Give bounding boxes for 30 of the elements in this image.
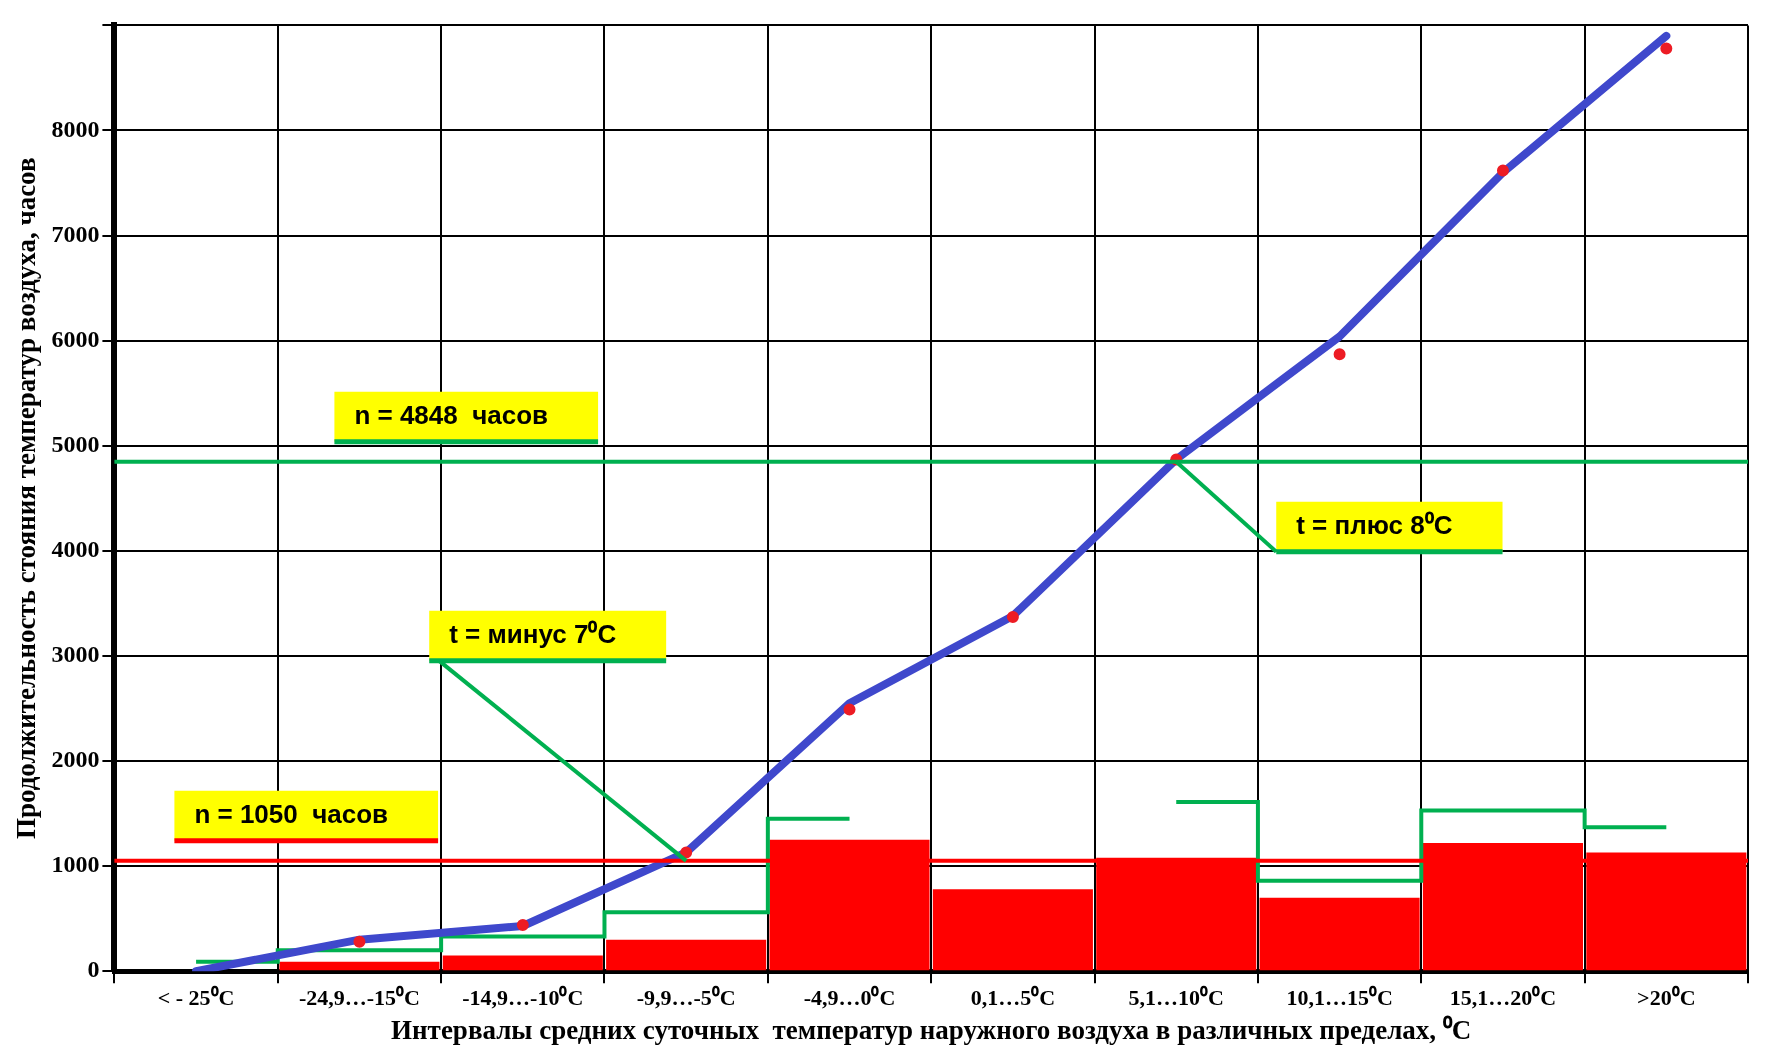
x-tick-label: -9,9…-5⁰C [636, 985, 736, 1011]
annotation: t = минус 7⁰C [449, 619, 617, 650]
y-tick-label: 4000 [51, 536, 100, 563]
bar [442, 955, 603, 971]
y-tick-label: 7000 [51, 220, 100, 247]
x-tick-label: 5,1…10⁰C [1128, 985, 1224, 1011]
x-tick-label: -24,9…-15⁰C [298, 985, 420, 1011]
x-tick-label: >20⁰C [1637, 985, 1696, 1011]
bar [932, 889, 1093, 971]
bar [1259, 897, 1420, 971]
y-tick-label: 2000 [51, 746, 100, 773]
y-tick-label: 1000 [51, 851, 100, 878]
y-axis-title: Продолжительность стояния температур воздуха, часов [11, 157, 42, 840]
y-tick-label: 5000 [51, 430, 100, 457]
x-tick-label: 0,1…5⁰C [970, 985, 1056, 1011]
x-tick-label: -4,9…0⁰C [803, 985, 896, 1011]
y-tick-label: 8000 [51, 115, 100, 142]
bar [279, 961, 440, 971]
x-tick-label: 10,1…15⁰C [1286, 985, 1393, 1011]
x-tick-label: 15,1…20⁰C [1449, 985, 1557, 1011]
ref-line-label: n = 1050 часов [194, 799, 389, 830]
x-axis-title: Интервалы средних суточных температур наружного воздуха в различных пределах, ⁰C [391, 1014, 1472, 1045]
x-tick-label: -14,9…-10⁰C [462, 985, 584, 1011]
x-tick-label: < - 25⁰C [157, 985, 235, 1011]
y-tick-label: 6000 [51, 325, 100, 352]
annotation: t = плюс 8⁰C [1296, 509, 1453, 540]
bar [606, 939, 767, 971]
y-tick-label: 3000 [51, 641, 100, 668]
ref-line-label: n = 4848 часов [354, 399, 549, 430]
y-tick-label: 0 [87, 956, 100, 983]
